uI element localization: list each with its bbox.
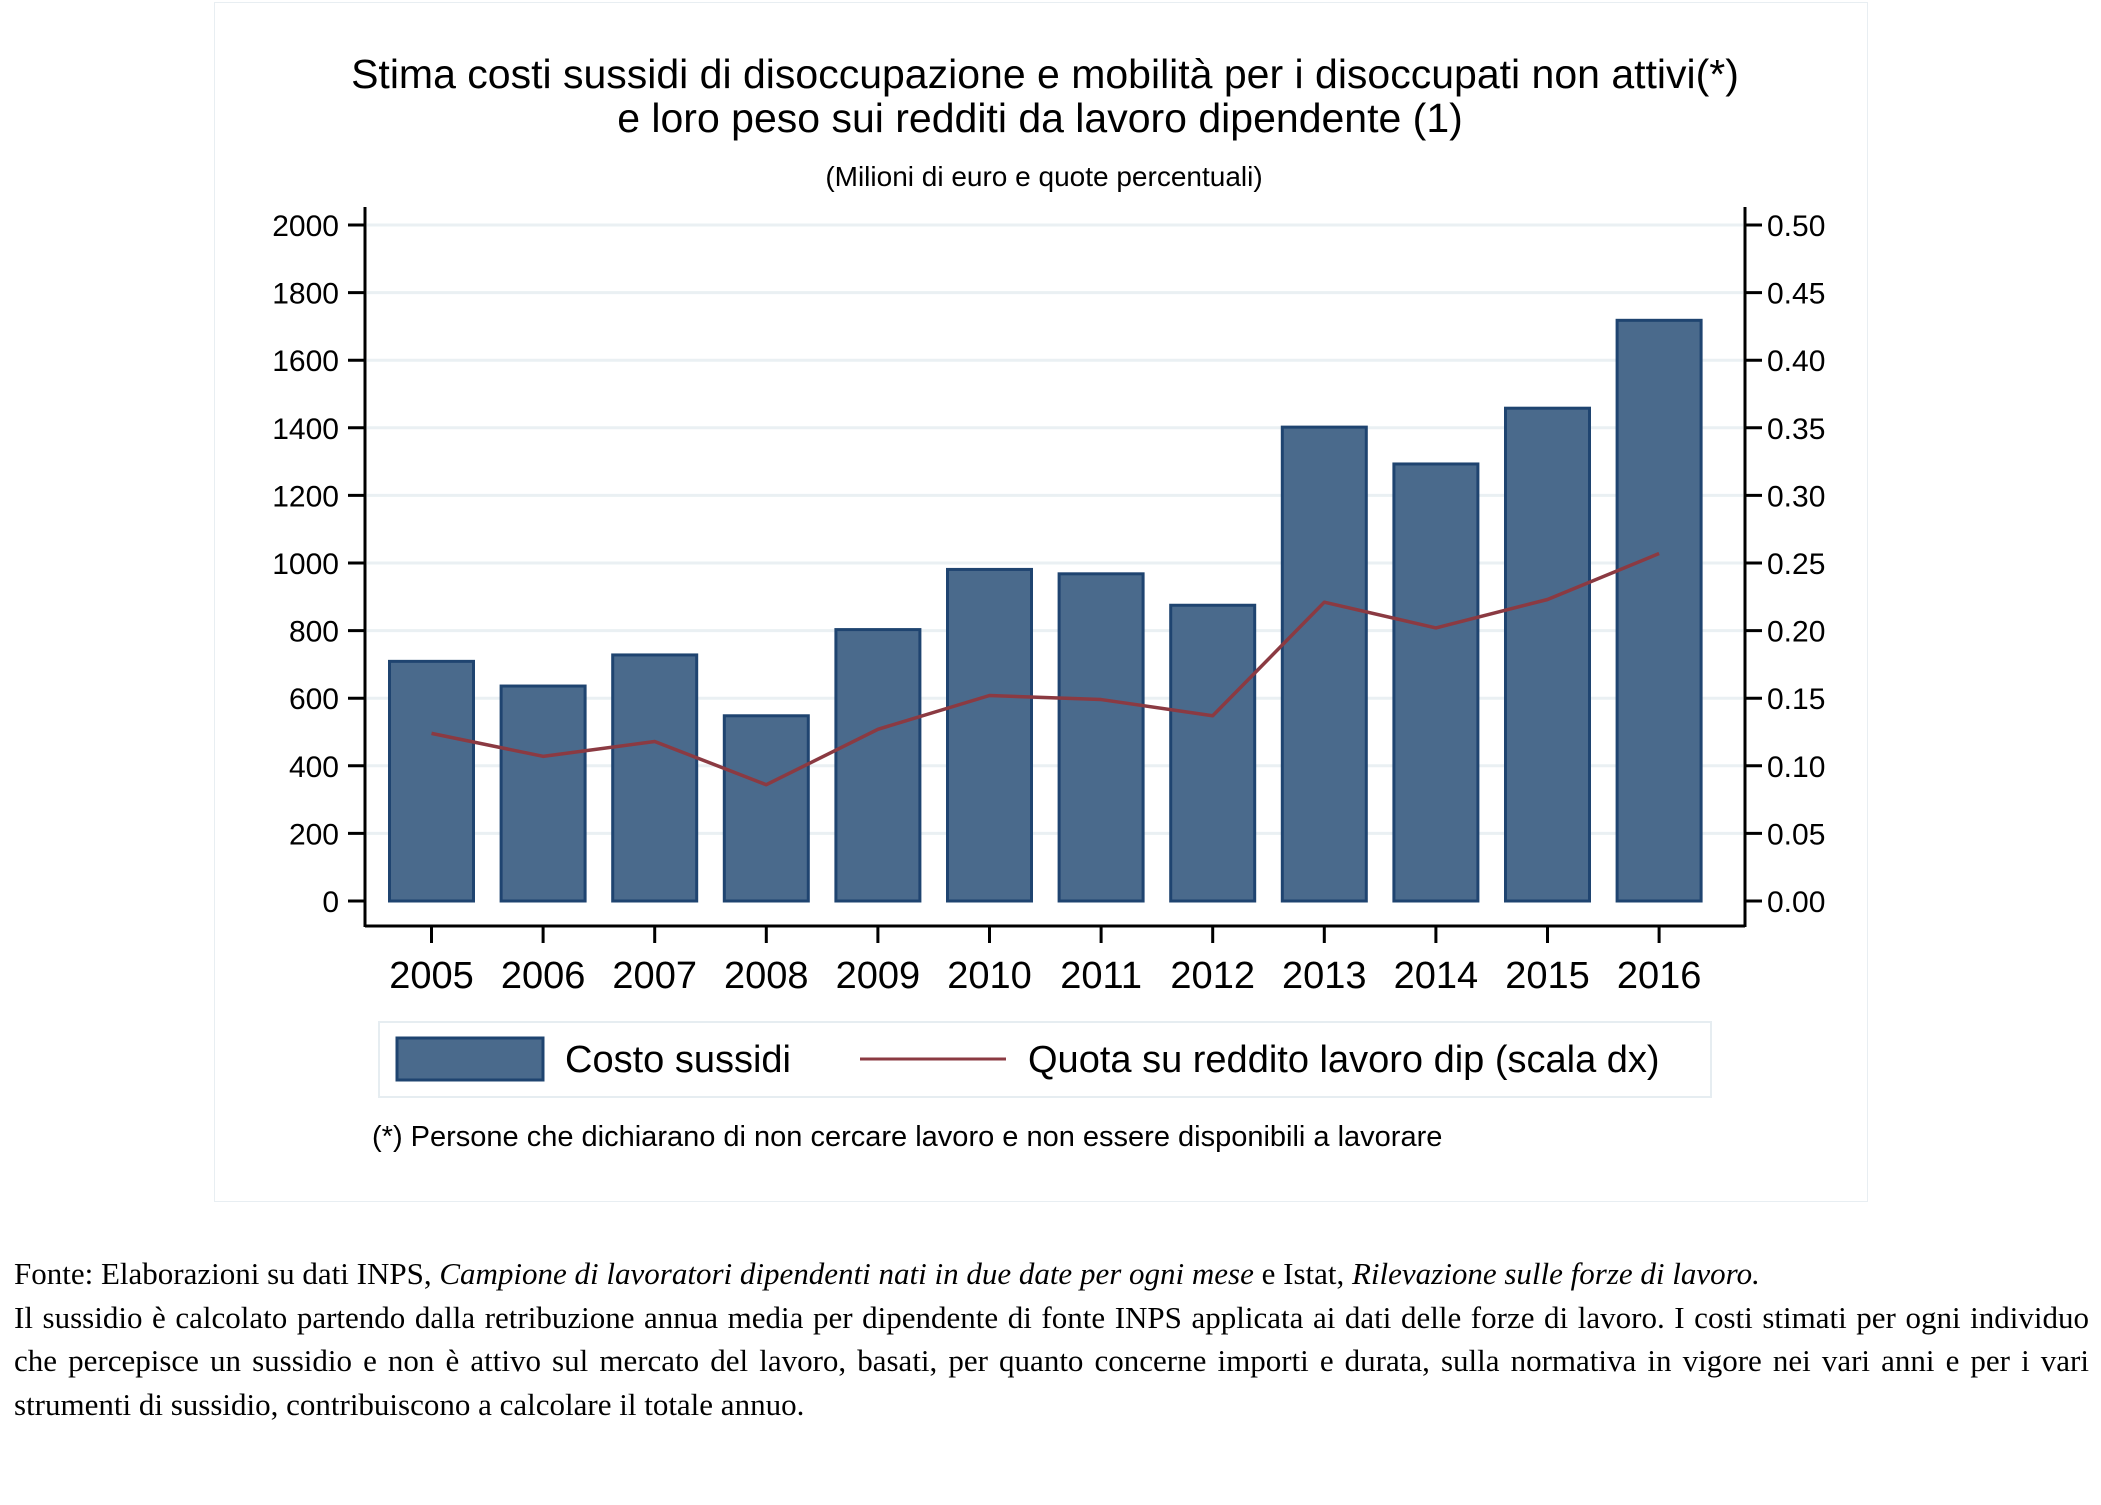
x-tick-label: 2014 xyxy=(1394,955,1479,997)
x-tick-label: 2015 xyxy=(1505,955,1590,997)
bar-2005 xyxy=(388,659,475,903)
bar-2012 xyxy=(1169,603,1257,903)
source-line: Fonte: Elaborazioni su dati INPS, Campio… xyxy=(14,1252,2089,1296)
source-mid: e Istat, xyxy=(1253,1256,1352,1291)
methodology-note: Il sussidio è calcolato partendo dalla r… xyxy=(14,1299,2089,1422)
y-tick-label: 600 xyxy=(289,683,339,716)
y2-tick-label: 0.05 xyxy=(1767,818,1825,851)
chart-title-line2: e loro peso sui redditi da lavoro dipend… xyxy=(617,95,1463,141)
legend-box xyxy=(378,1021,1712,1098)
y-tick-label: 800 xyxy=(289,616,339,649)
legend-swatch-bar xyxy=(395,1036,545,1082)
bar-2008 xyxy=(722,714,810,903)
source-title-2: Rilevazione sulle forze di lavoro. xyxy=(1352,1256,1760,1291)
chart-title: Stima costi sussidi di disoccupazione e … xyxy=(351,51,1739,97)
source-title-1: Campione di lavoratori dipendenti nati i… xyxy=(439,1256,1254,1291)
source-label: Fonte: Elaborazioni su dati INPS, xyxy=(14,1256,440,1291)
y-tick-label: 400 xyxy=(289,751,339,784)
y-tick-label: 1200 xyxy=(272,480,339,513)
bar-2007 xyxy=(611,653,699,903)
bar-2014 xyxy=(1392,462,1480,903)
x-tick-label: 2009 xyxy=(836,955,921,997)
bar-2006 xyxy=(499,684,587,903)
bars xyxy=(388,318,1703,903)
y-tick-label: 1600 xyxy=(272,345,339,378)
x-tick-label: 2010 xyxy=(947,955,1032,997)
y2-tick-label: 0.45 xyxy=(1767,278,1825,311)
x-tick-label: 2006 xyxy=(501,955,586,997)
y-tick-label: 1000 xyxy=(272,548,339,581)
bar-2016 xyxy=(1615,318,1703,903)
y2-tick-label: 0.25 xyxy=(1767,548,1825,581)
bar-2013 xyxy=(1280,425,1368,903)
share-line xyxy=(431,551,1660,787)
chart: Stima costi sussidi di disoccupazione e … xyxy=(272,51,1825,1153)
y2-tick-label: 0.00 xyxy=(1767,886,1825,919)
chart-footnote: (*) Persone che dichiarano di non cercar… xyxy=(372,1121,1442,1153)
y-tick-label: 1400 xyxy=(272,413,339,446)
chart-subtitle: (Milioni di euro e quote percentuali) xyxy=(825,161,1262,192)
y2-tick-label: 0.30 xyxy=(1767,480,1825,513)
y-tick-label: 0 xyxy=(322,886,339,919)
bar-2015 xyxy=(1504,406,1591,903)
legend-label-bar: Costo sussidi xyxy=(565,1039,791,1081)
y2-tick-label: 0.20 xyxy=(1767,616,1825,649)
x-axis: 2005 2006 2007 2008 2009 2010 2011 2012 2013 2014… xyxy=(389,926,1701,997)
share-line-path xyxy=(431,551,1660,787)
y-axis-right: 0.00 0.05 0.10 0.15 0.20 0.25 0.30 0.35 0.40 0.45… xyxy=(1745,210,1825,919)
y-axis-left: 0 200 400 600 800 1000 1200 1400 1600 1800 2000 xyxy=(272,210,365,919)
axes xyxy=(363,207,1747,928)
x-tick-label: 2012 xyxy=(1170,955,1255,997)
x-tick-label: 2016 xyxy=(1617,955,1702,997)
y2-tick-label: 0.10 xyxy=(1767,751,1825,784)
x-tick-label: 2008 xyxy=(724,955,809,997)
legend-label-line: Quota su reddito lavoro dip (scala dx) xyxy=(1028,1039,1660,1081)
x-tick-label: 2011 xyxy=(1060,955,1142,997)
source-notes: Fonte: Elaborazioni su dati INPS, Campio… xyxy=(14,1252,2089,1426)
y-tick-label: 200 xyxy=(289,818,339,851)
y-tick-label: 2000 xyxy=(272,210,339,243)
legend: Costo sussidi Quota su reddito lavoro di… xyxy=(378,1021,1712,1098)
y2-tick-label: 0.35 xyxy=(1767,413,1825,446)
y2-tick-label: 0.40 xyxy=(1767,345,1825,378)
y-tick-label: 1800 xyxy=(272,278,339,311)
y2-tick-label: 0.15 xyxy=(1767,683,1825,716)
x-tick-label: 2013 xyxy=(1282,955,1367,997)
x-tick-label: 2005 xyxy=(389,955,474,997)
bar-2010 xyxy=(946,567,1033,903)
bar-2011 xyxy=(1057,572,1145,903)
x-tick-label: 2007 xyxy=(612,955,697,997)
y2-tick-label: 0.50 xyxy=(1767,210,1825,243)
chart-panel xyxy=(214,2,1868,1202)
bar-2009 xyxy=(834,628,922,903)
